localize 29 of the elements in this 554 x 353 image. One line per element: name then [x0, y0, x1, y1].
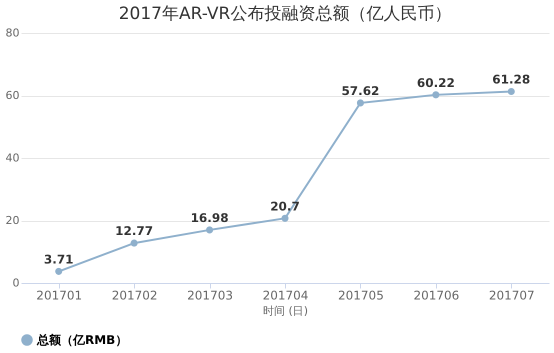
y-tick-label: 40 [6, 152, 20, 164]
x-axis-title: 时间 (日) [262, 304, 308, 318]
data-label: 61.28 [492, 72, 530, 86]
point [432, 91, 440, 98]
data-label: 20.7 [270, 199, 300, 214]
y-tick-label: 20 [6, 214, 20, 227]
point [356, 99, 364, 106]
point [55, 268, 62, 275]
x-tick-label: 201702 [112, 288, 158, 302]
y-tick-label: 60 [6, 89, 20, 102]
y-tick-label: 0 [12, 276, 20, 290]
data-label: 16.98 [190, 210, 229, 225]
point [281, 214, 289, 222]
x-tick-label: 201707 [488, 288, 535, 302]
x-tick-label: 201704 [262, 288, 308, 302]
data-label: 12.77 [115, 224, 154, 238]
point [206, 226, 214, 234]
data-label: 3.71 [44, 252, 74, 266]
data-label: 60.22 [416, 76, 455, 90]
x-tick-label: 201706 [413, 288, 460, 302]
legend-label: 总额（亿RMB） [36, 333, 128, 347]
y-tick-label: 80 [6, 26, 20, 40]
point [508, 88, 515, 96]
data-label: 57.62 [341, 84, 380, 98]
chart-title: 2017年AR-VR公布投融资总额（亿人民币） [118, 4, 452, 24]
x-tick-label: 201703 [187, 288, 233, 302]
x-tick-label: 201705 [338, 288, 384, 302]
point [130, 240, 138, 247]
x-tick-label: 201701 [36, 288, 82, 302]
